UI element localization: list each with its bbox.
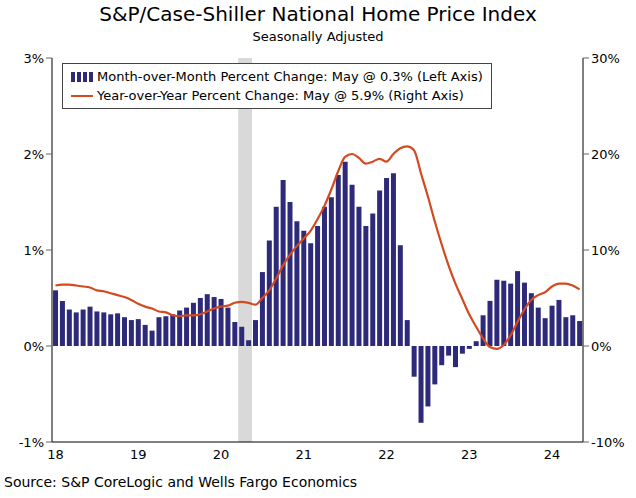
svg-text:10%: 10% xyxy=(591,243,620,258)
svg-text:3%: 3% xyxy=(23,51,44,66)
html-text:S&P/Case-Shiller National Home: S&P/Case-Shiller National Home Price Ind… xyxy=(99,2,537,26)
svg-text:20%: 20% xyxy=(591,147,620,162)
svg-text:0%: 0% xyxy=(591,339,612,354)
svg-text:23: 23 xyxy=(461,447,478,462)
svg-text:21: 21 xyxy=(295,447,312,462)
svg-text:2%: 2% xyxy=(23,147,44,162)
html-text:Month-over-Month Percent Chang: Month-over-Month Percent Change: May @ 0… xyxy=(97,69,483,84)
svg-text:24: 24 xyxy=(544,447,561,462)
svg-text:-1%: -1% xyxy=(19,435,44,450)
svg-text:-10%: -10% xyxy=(591,435,625,450)
svg-text:22: 22 xyxy=(378,447,395,462)
html-text:Seasonally Adjusted: Seasonally Adjusted xyxy=(252,29,384,44)
svg-text:1%: 1% xyxy=(23,243,44,258)
html-text:Year-over-Year Percent Change:: Year-over-Year Percent Change: May @ 5.9… xyxy=(97,88,464,103)
svg-text:18: 18 xyxy=(47,447,64,462)
html-text:Source: S&P CoreLogic and Well: Source: S&P CoreLogic and Wells Fargo Ec… xyxy=(4,474,358,490)
svg-text:19: 19 xyxy=(130,447,147,462)
svg-text:30%: 30% xyxy=(591,51,620,66)
svg-text:0%: 0% xyxy=(23,339,44,354)
svg-text:20: 20 xyxy=(213,447,230,462)
